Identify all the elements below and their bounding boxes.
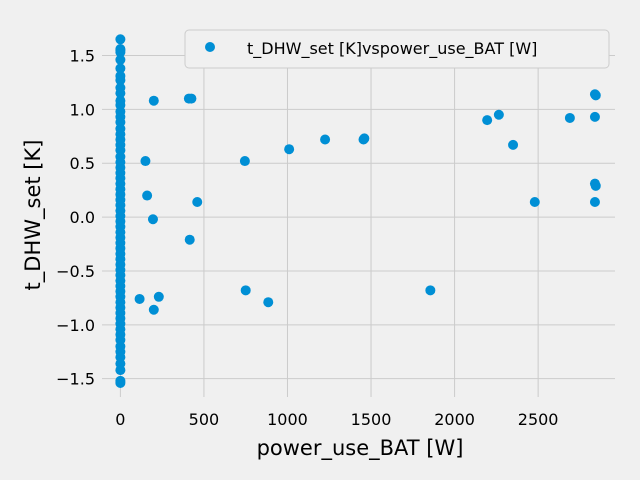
data-point	[240, 285, 251, 296]
data-point	[115, 377, 126, 388]
scatter-points	[115, 34, 601, 388]
x-tick-labels: 0 500 1000 1500 2000 2500	[115, 410, 558, 429]
data-point	[589, 111, 600, 122]
data-point	[153, 291, 164, 302]
x-axis-label: power_use_BAT [W]	[257, 436, 464, 461]
x-tick-label: 500	[189, 410, 220, 429]
x-tick-label: 0	[115, 410, 125, 429]
data-point	[359, 133, 370, 144]
data-point	[589, 196, 600, 207]
legend-box	[184, 29, 610, 69]
x-tick-label: 1000	[267, 410, 308, 429]
data-point	[115, 75, 126, 86]
data-point	[508, 139, 519, 150]
data-point	[115, 63, 126, 74]
data-point	[115, 88, 126, 99]
data-point	[186, 93, 197, 104]
data-point	[147, 214, 158, 225]
x-tick-label: 2000	[434, 410, 475, 429]
data-point	[115, 47, 126, 58]
y-tick-labels: −1.5 −1.0 −0.5 0.0 0.5 1.0 1.5	[56, 46, 95, 388]
data-point	[239, 156, 250, 167]
y-tick-label: −1.5	[56, 370, 95, 389]
data-point	[142, 190, 153, 201]
data-point	[263, 297, 274, 308]
data-point	[425, 285, 436, 296]
y-tick-label: −0.5	[56, 262, 95, 281]
y-tick-label: 0.5	[70, 154, 95, 173]
data-point	[493, 109, 504, 120]
data-point	[590, 180, 601, 191]
data-point	[590, 90, 601, 101]
data-point	[564, 112, 575, 123]
data-point	[134, 293, 145, 304]
y-tick-label: 0.0	[70, 208, 95, 227]
y-tick-label: 1.0	[70, 100, 95, 119]
x-tick-label: 1500	[351, 410, 392, 429]
data-point	[115, 34, 126, 45]
y-tick-label: −1.0	[56, 316, 95, 335]
data-point	[192, 196, 203, 207]
data-point	[148, 304, 159, 315]
y-axis-label: t_DHW_set [K]	[21, 140, 46, 291]
legend: t_DHW_set [K]vspower_use_BAT [W]	[184, 29, 610, 69]
data-point	[115, 54, 126, 65]
legend-marker	[205, 42, 215, 52]
data-point	[148, 95, 159, 106]
data-point	[284, 144, 295, 155]
y-tick-label: 1.5	[70, 46, 95, 65]
legend-label: t_DHW_set [K]vspower_use_BAT [W]	[247, 39, 537, 59]
data-point	[482, 115, 493, 126]
data-point	[140, 156, 151, 167]
data-point	[184, 234, 195, 245]
data-point	[115, 365, 126, 376]
data-point	[320, 134, 331, 145]
grid	[102, 35, 615, 397]
x-tick-label: 2500	[518, 410, 559, 429]
data-point	[529, 196, 540, 207]
